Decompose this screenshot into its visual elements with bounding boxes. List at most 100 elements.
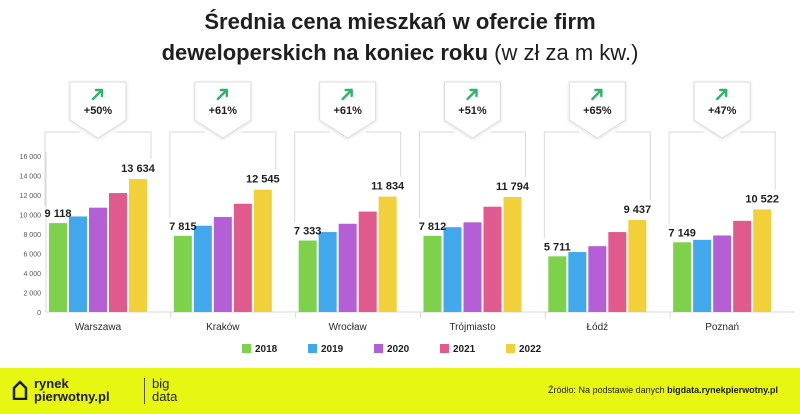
bar [483, 206, 502, 312]
category-label: Warszawa [75, 322, 122, 333]
category-label: Wrocław [329, 322, 368, 333]
source-site: bigdata.rynekpierwotny.pl [667, 385, 778, 395]
value-label-first: 7 333 [294, 226, 322, 238]
bar [608, 232, 627, 312]
bracket-left [419, 131, 455, 218]
growth-badge [568, 81, 626, 139]
bracket-left [543, 131, 580, 239]
y-tick-label: 12 000 [20, 193, 42, 200]
legend-label: 2022 [519, 344, 542, 355]
bar [588, 246, 607, 312]
logo-separator [144, 378, 145, 404]
bar [753, 209, 772, 312]
legend-swatch [242, 344, 251, 353]
growth-label: +50% [84, 105, 113, 117]
source-note: Źródło: Na podstawie danych bigdata.ryne… [548, 385, 778, 395]
bracket-right [365, 131, 402, 177]
y-tick-label: 2 000 [23, 291, 41, 298]
bar-chart: 0 2 000 4 000 6 000 8 000 10 000 12 000 14 000 1… [20, 81, 795, 355]
bigdata-line-1: big [152, 376, 170, 391]
value-label-last: 13 634 [121, 163, 156, 175]
value-label-first: 9 118 [45, 208, 72, 220]
bar [233, 203, 252, 312]
bracket-right [740, 131, 776, 190]
arrow-up-right-icon [466, 88, 478, 101]
bar [548, 256, 567, 312]
bar [358, 211, 377, 312]
arrow-head-icon [219, 88, 229, 98]
bar [673, 242, 692, 312]
growth-label: +47% [708, 105, 737, 117]
title-line-2: deweloperskich na koniec roku [161, 40, 489, 65]
bracket-right [116, 131, 152, 160]
arrow-head-icon [344, 88, 353, 98]
arrow-head-icon [718, 88, 728, 98]
bracket-right [240, 131, 277, 170]
growth-label: +61% [333, 105, 362, 117]
y-tick-label: 16 000 [20, 154, 42, 161]
value-label-last: 12 545 [246, 174, 280, 186]
arrow-up-right-icon [341, 88, 353, 101]
y-tick-label: 0 [37, 310, 41, 317]
bar [129, 179, 147, 312]
growth-label: +61% [209, 105, 238, 117]
growth-label: +51% [458, 105, 487, 117]
bracket-left [294, 131, 330, 223]
bar [213, 216, 232, 312]
value-label-first: 5 711 [544, 241, 571, 253]
bar [298, 240, 317, 312]
bar [503, 197, 522, 312]
value-label-first: 7 149 [668, 227, 696, 239]
bar [378, 196, 397, 312]
arrow-up-right-icon [216, 88, 229, 101]
bar [713, 235, 732, 312]
y-tick-label: 4 000 [23, 271, 41, 278]
bar [253, 189, 272, 312]
arrow-head-icon [94, 88, 104, 98]
bar [193, 225, 212, 312]
bar [568, 252, 587, 312]
logo-line-2: pierwotny.pl [34, 389, 110, 404]
value-label-last: 9 437 [624, 204, 652, 216]
category-label: Poznań [705, 322, 739, 333]
bar [693, 239, 712, 312]
bar [109, 193, 127, 312]
rynekpierwotny-logo: rynek pierwotny.pl [34, 377, 110, 403]
value-label-last: 10 522 [745, 193, 779, 205]
title-unit: (w zł za m kw.) [494, 40, 639, 65]
legend-swatch [440, 344, 449, 353]
footer-bar: rynek pierwotny.pl big data Źródło: Na p… [0, 368, 800, 414]
bracket-left [668, 131, 705, 225]
category-label: Kraków [206, 322, 240, 333]
bracket-left [169, 131, 205, 218]
source-prefix: Źródło: Na podstawie danych [548, 385, 665, 395]
growth-badge [444, 81, 501, 139]
category-label: Łódź [586, 322, 608, 333]
value-label-last: 11 834 [371, 181, 405, 193]
bar [423, 235, 442, 312]
title-line-1: Średnia cena mieszkań w ofercie firm [204, 9, 596, 34]
legend-swatch [374, 344, 383, 353]
value-label-last: 11 794 [496, 181, 530, 193]
bar [89, 207, 107, 312]
bigdata-logo: big data [152, 377, 177, 403]
bar [463, 222, 482, 312]
legend-label: 2021 [453, 344, 476, 355]
value-label-first: 7 815 [169, 221, 197, 233]
arrow-up-right-icon [91, 88, 104, 101]
logo-line-1: rynek [34, 376, 69, 391]
bar [173, 235, 192, 312]
growth-badge [69, 81, 127, 139]
growth-badge [319, 81, 377, 139]
bigdata-line-2: data [152, 389, 178, 404]
arrow-up-right-icon [591, 88, 603, 101]
arrow-head-icon [469, 88, 478, 98]
bracket-left [44, 131, 80, 206]
legend-swatch [308, 344, 317, 353]
legend-label: 2018 [255, 344, 278, 355]
category-label: Trójmiasto [449, 322, 496, 333]
bracket-right [615, 131, 651, 200]
bar [49, 223, 67, 312]
y-tick-label: 14 000 [20, 174, 42, 181]
y-tick-label: 8 000 [23, 232, 41, 239]
